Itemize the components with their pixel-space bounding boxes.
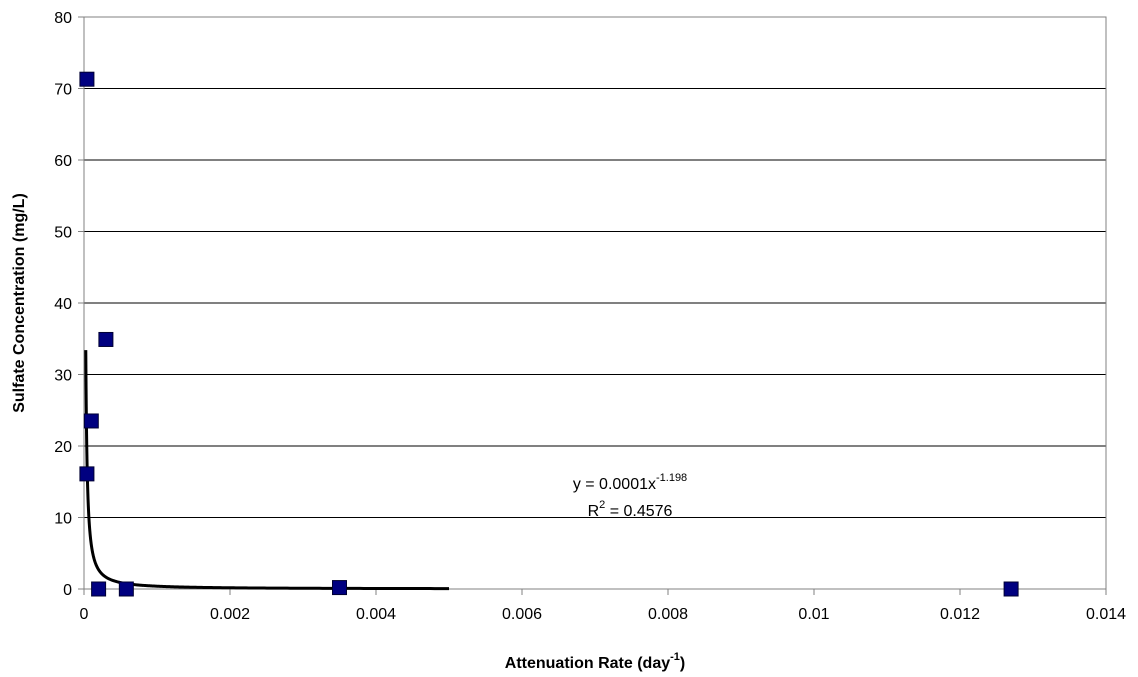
data-point-0 [79,71,95,87]
x-tick-label: 0.014 [1086,606,1126,623]
y-tick-label: 70 [54,82,72,99]
y-tick-label: 40 [54,296,72,313]
x-axis-title: Attenuation Rate (day-1) [505,651,685,672]
data-point-7 [1003,581,1019,597]
data-points [79,71,1019,597]
y-tick-label: 0 [63,582,72,599]
x-axis-title-base: Attenuation Rate (day [505,655,670,672]
data-point-2 [83,413,99,429]
power-trendline [84,350,449,591]
data-point-5 [118,581,134,597]
data-point-3 [98,331,114,347]
y-tick-label: 50 [54,225,72,242]
x-axis: 0 0.002 0.004 0.006 0.008 0.01 0.012 0.014 [80,588,1126,623]
gridlines [84,88,1106,518]
x-tick-label: 0 [80,606,89,623]
x-tick-label: 0.01 [798,606,829,623]
x-tick-label: 0.006 [502,606,542,623]
y-axis-title: Sulfate Concentration (mg/L) [11,193,28,413]
data-point-4 [91,581,107,597]
r2-superscript: 2 [599,499,605,511]
y-tick-label: 20 [54,439,72,456]
r2-value: = 0.4576 [605,503,672,520]
x-tick-label: 0.002 [210,606,250,623]
data-point-6 [332,580,347,596]
trendline-equation: y = 0.0001x-1.198 [573,472,687,493]
y-axis: 0 10 20 30 40 50 60 70 80 [54,10,85,599]
x-axis-title-tail: ) [680,655,685,672]
equation-exponent: -1.198 [656,472,687,484]
x-tick-label: 0.004 [356,606,396,623]
x-tick-label: 0.008 [648,606,688,623]
x-axis-title-sup: -1 [670,651,680,663]
trendline-r-squared: R2 = 0.4576 [588,499,673,520]
y-tick-label: 80 [54,10,72,27]
y-tick-label: 30 [54,368,72,385]
y-tick-label: 60 [54,153,72,170]
data-point-1 [79,466,95,482]
y-tick-label: 10 [54,511,72,528]
r2-prefix: R [588,503,600,520]
equation-prefix: y = 0.0001x [573,476,656,493]
x-tick-label: 0.012 [940,606,980,623]
